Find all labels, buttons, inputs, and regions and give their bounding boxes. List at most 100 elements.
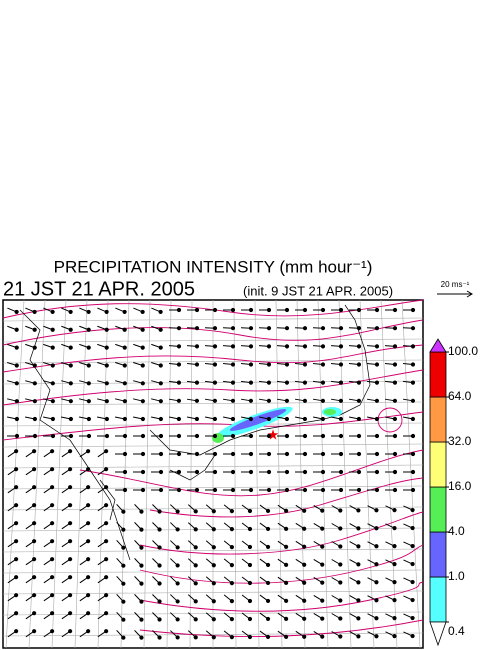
wind-arrow-head xyxy=(193,599,198,604)
wind-arrow-head xyxy=(140,309,145,315)
wind-arrow-head xyxy=(68,503,73,508)
wind-arrow-head xyxy=(338,616,343,621)
wind-arrow-head xyxy=(122,381,127,386)
wind-arrow-head xyxy=(86,611,91,616)
wind-arrow-head xyxy=(248,398,254,403)
colorbar-under xyxy=(429,621,447,647)
colorbar-tick-label: 16.0 xyxy=(448,479,472,493)
wind-arrow-head xyxy=(104,345,109,350)
wind-arrow-head xyxy=(50,485,55,490)
wind-arrow-head xyxy=(356,380,362,385)
grid-line xyxy=(359,299,375,649)
wind-arrow-head xyxy=(284,634,289,639)
wind-arrow-head xyxy=(104,433,110,439)
wind-arrow-head xyxy=(86,309,91,315)
wind-arrow-head xyxy=(211,635,216,640)
wind-arrow-head xyxy=(68,449,73,454)
wind-arrow-head xyxy=(50,416,55,422)
wind-arrow-head xyxy=(212,451,218,457)
wind-arrow-head xyxy=(68,593,73,598)
wind-arrow-head xyxy=(86,467,91,472)
wind-arrow-head xyxy=(284,544,289,549)
wind-arrow-head xyxy=(104,467,109,472)
wind-arrow-head xyxy=(410,380,416,385)
wind-arrow-head xyxy=(104,309,109,315)
wind-arrow-head xyxy=(194,416,200,422)
wind-arrow-head xyxy=(302,562,307,567)
wind-arrow-head xyxy=(194,398,200,403)
wind-arrow-head xyxy=(320,526,325,531)
wind-arrow-head xyxy=(50,467,55,472)
wind-arrow-head xyxy=(410,326,416,331)
colorbar-segment xyxy=(429,441,447,488)
wind-arrow-head xyxy=(86,593,91,598)
colorbar-tick-label: 100.0 xyxy=(448,344,478,358)
wind-arrow-head xyxy=(104,557,109,562)
wind-arrow-head xyxy=(356,562,361,567)
wind-arrow-head xyxy=(248,307,254,313)
wind-arrow-head xyxy=(104,503,109,508)
wind-arrow-head xyxy=(140,381,145,386)
wind-arrow-head xyxy=(230,344,236,349)
wind-arrow-head xyxy=(410,344,416,349)
wind-arrow-head xyxy=(356,344,362,349)
wind-arrow-head xyxy=(248,326,254,331)
wind-arrow-head xyxy=(140,416,145,422)
wind-arrow-head xyxy=(122,399,127,404)
wind-arrow-head xyxy=(284,416,290,422)
wind-arrow-head xyxy=(32,399,37,404)
wind-arrow-head xyxy=(392,562,397,567)
colorbar-segment xyxy=(429,396,447,443)
title: PRECIPITATION INTENSITY (mm hour⁻¹) xyxy=(54,257,373,276)
wind-arrow-head xyxy=(68,539,73,544)
wind-arrow-head xyxy=(320,398,326,403)
wind-arrow-head xyxy=(356,487,362,493)
grid-line xyxy=(2,590,424,595)
wind-arrow-head xyxy=(158,451,164,457)
wind-arrow-head xyxy=(68,629,73,634)
wind-arrow-head xyxy=(248,416,254,422)
wind-arrow-head xyxy=(410,451,416,457)
wind-arrow-head xyxy=(122,433,128,439)
wind-arrow-head xyxy=(14,433,20,439)
wind-arrow-head xyxy=(410,507,415,513)
wind-arrow-head xyxy=(50,345,55,350)
wind-arrow-head xyxy=(121,563,126,568)
wind-arrow-head xyxy=(284,508,289,513)
wind-arrow-head xyxy=(211,617,216,622)
wind-arrow-head xyxy=(392,326,398,331)
wind-arrow-head xyxy=(392,433,398,439)
wind-arrow-head xyxy=(176,344,182,349)
wind-arrow-head xyxy=(14,521,19,526)
wind-arrow-head xyxy=(68,416,73,422)
grid-line xyxy=(233,299,237,649)
wind-arrow-head xyxy=(50,309,55,315)
wind-arrow-head xyxy=(32,521,37,526)
wind-arrow-head xyxy=(410,362,416,367)
wind-arrow-head xyxy=(284,433,290,439)
grid-line xyxy=(51,299,67,649)
wind-arrow-head xyxy=(265,580,271,586)
wind-arrow-head xyxy=(14,557,19,562)
wind-arrow-head xyxy=(302,616,307,621)
wind-arrow-head xyxy=(284,598,289,603)
wind-arrow-head xyxy=(392,362,398,367)
wind-arrow-head xyxy=(284,362,290,367)
wind-arrow-head xyxy=(193,635,198,640)
wind-arrow-head xyxy=(338,362,344,367)
wind-arrow-head xyxy=(194,326,200,331)
wind-arrow-head xyxy=(104,399,109,404)
wind-arrow-head xyxy=(212,380,218,385)
wind-arrow-head xyxy=(104,575,109,580)
wind-arrow-head xyxy=(50,399,55,404)
location-marker: ★ xyxy=(267,427,280,443)
wind-arrow-head xyxy=(50,539,55,544)
wind-arrow-head xyxy=(374,326,380,331)
wind-arrow-head xyxy=(121,581,126,586)
wind-arrow-head xyxy=(320,362,326,367)
wind-arrow-head xyxy=(212,344,218,349)
wind-arrow-head xyxy=(374,362,380,367)
colorbar-tick-label: 1.0 xyxy=(448,569,465,583)
wind-arrow-head xyxy=(104,327,109,332)
